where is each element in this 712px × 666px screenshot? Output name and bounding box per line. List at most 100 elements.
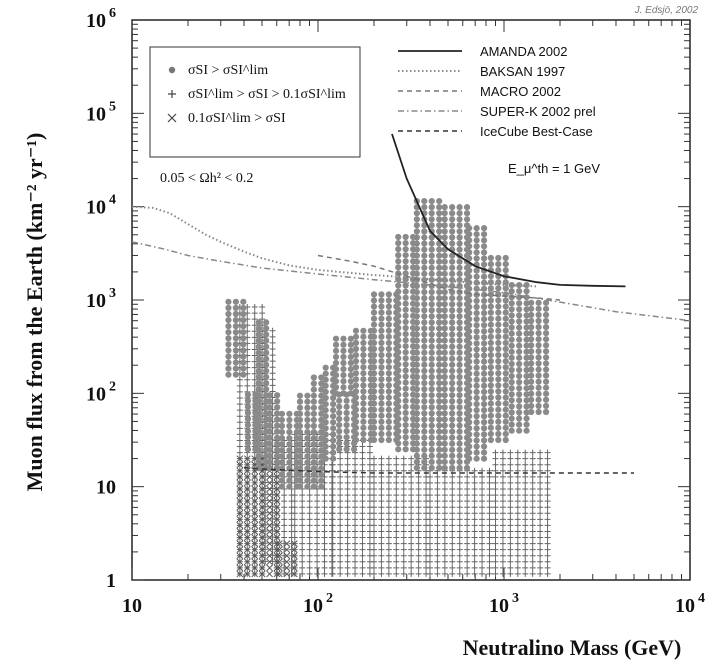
model-point-dot <box>413 319 420 326</box>
model-point-plus <box>529 498 536 505</box>
model-point-plus <box>449 528 456 535</box>
model-point-plus <box>434 552 441 559</box>
model-point-dot <box>449 325 456 332</box>
model-point-cross <box>236 546 244 554</box>
model-point-dot <box>428 295 435 302</box>
model-point-plus <box>449 564 456 571</box>
model-point-dot <box>456 222 463 229</box>
model-point-dot <box>456 228 463 235</box>
model-point-plus <box>359 552 366 559</box>
model-point-dot <box>428 222 435 229</box>
model-point-plus <box>529 486 536 492</box>
model-point-dot <box>310 471 317 478</box>
model-point-plus <box>306 558 313 565</box>
model-point-dot <box>385 418 392 425</box>
model-point-plus <box>359 534 366 541</box>
model-point-dot <box>480 370 488 377</box>
model-point-plus <box>393 455 400 462</box>
model-point-dot <box>473 328 480 335</box>
model-point-dot <box>240 347 247 354</box>
model-point-dot <box>528 317 535 325</box>
model-point-dot <box>413 458 420 466</box>
model-point-dot <box>449 295 456 302</box>
model-point-plus <box>507 473 514 480</box>
model-point-dot <box>436 398 443 405</box>
model-point-dot <box>255 440 262 447</box>
x-tick-label: 10 2 <box>303 591 333 617</box>
model-point-dot <box>266 458 273 466</box>
model-point-dot <box>466 443 473 450</box>
model-point-dot <box>473 443 480 450</box>
model-point-dot <box>378 376 385 383</box>
model-point-dot <box>487 376 494 383</box>
model-point-dot <box>263 367 270 375</box>
model-point-dot <box>225 365 232 372</box>
model-point-dot <box>360 351 367 359</box>
model-point-plus <box>321 492 328 499</box>
model-point-plus <box>456 552 463 559</box>
model-point-dot <box>456 246 463 253</box>
model-point-plus <box>499 504 506 511</box>
model-point-dot <box>428 197 435 205</box>
model-point-dot <box>304 453 311 460</box>
model-point-dot <box>487 303 494 310</box>
model-point-dot <box>370 291 378 298</box>
model-point-dot <box>436 404 443 411</box>
model-point-dot <box>441 288 448 296</box>
model-point-dot <box>456 307 463 314</box>
model-point-dot <box>449 210 456 217</box>
model-point-dot <box>441 216 448 223</box>
model-point-dot <box>495 309 502 316</box>
model-point-cross <box>236 552 244 560</box>
model-point-dot <box>378 364 385 371</box>
model-point-plus <box>337 473 344 480</box>
model-point-plus <box>337 528 344 535</box>
model-point-plus <box>299 546 306 553</box>
model-point-dot <box>378 436 385 444</box>
model-point-cross <box>273 552 281 560</box>
model-point-dot <box>441 404 448 411</box>
model-point-dot <box>473 413 480 420</box>
model-point-dot <box>449 337 456 344</box>
model-point-plus <box>344 498 351 505</box>
model-point-dot <box>402 270 409 277</box>
model-point-dot <box>436 464 443 472</box>
model-point-dot <box>370 430 378 438</box>
model-point-dot <box>378 303 385 310</box>
model-point-plus <box>456 570 463 577</box>
model-point-dot <box>340 347 347 354</box>
model-point-dot <box>370 394 378 401</box>
model-point-plus <box>337 479 344 486</box>
model-point-dot <box>378 297 385 304</box>
model-point-dot <box>473 431 480 438</box>
model-point-plus <box>408 510 415 517</box>
model-point-dot <box>466 328 473 335</box>
model-point-dot <box>385 291 392 298</box>
model-point-cross <box>258 491 266 499</box>
model-point-dot <box>428 349 435 356</box>
model-point-dot <box>421 373 428 381</box>
model-point-plus <box>359 504 366 511</box>
model-point-plus <box>449 546 456 553</box>
legend-label: IceCube Best-Case <box>480 124 593 139</box>
model-point-dot <box>402 428 409 435</box>
model-point-dot <box>528 360 535 367</box>
model-point-dot <box>266 398 273 405</box>
model-point-plus <box>479 504 486 511</box>
model-point-plus <box>408 486 415 492</box>
model-point-plus <box>449 498 456 505</box>
model-point-dot <box>542 354 550 361</box>
model-point-dot <box>542 408 550 416</box>
model-point-dot <box>428 373 435 381</box>
model-point-dot <box>340 353 347 361</box>
model-point-dot <box>516 300 523 307</box>
model-point-plus <box>393 552 400 559</box>
model-point-dot <box>449 392 456 399</box>
model-point-dot <box>456 373 463 381</box>
model-point-dot <box>487 436 494 444</box>
model-point-plus <box>269 376 276 383</box>
model-point-plus <box>456 479 463 486</box>
model-point-plus <box>385 510 392 517</box>
model-point-cross <box>251 503 259 511</box>
model-point-cross <box>276 558 283 566</box>
